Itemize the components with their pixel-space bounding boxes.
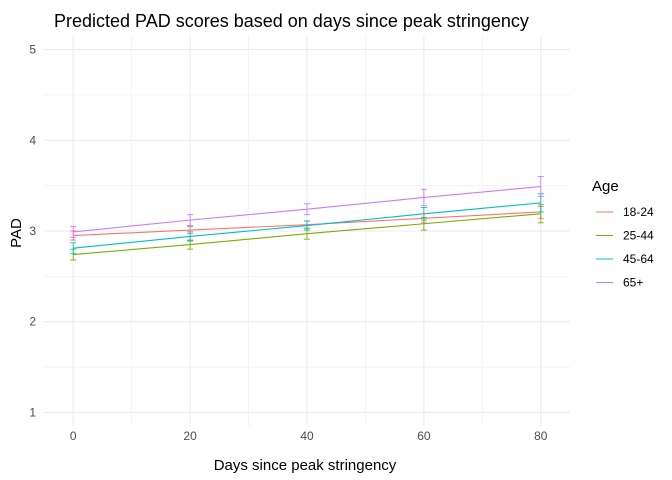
error-bar-65+ [304, 203, 310, 216]
legend-label-65+: 65+ [623, 276, 643, 290]
error-bar-65+ [420, 188, 427, 207]
legend: Age 18-24 25-44 45-64 65+ [592, 178, 654, 290]
legend-item-18-24: 18-24 [596, 205, 654, 219]
error-bar-65+ [537, 176, 544, 197]
y-tick-label: 1 [29, 405, 36, 419]
y-tick-label: 3 [29, 224, 36, 238]
x-tick-label: 0 [70, 429, 77, 443]
error-bar-45-64 [70, 242, 77, 255]
legend-label-45-64: 45-64 [623, 252, 654, 266]
y-tick-label: 5 [29, 43, 36, 57]
error-bar-45-64 [304, 220, 310, 231]
legend-title: Age [592, 178, 619, 195]
legend-item-45-64: 45-64 [596, 252, 654, 266]
chart-title: Predicted PAD scores based on days since… [54, 11, 529, 31]
legend-item-65+: 65+ [596, 276, 643, 290]
legend-item-25-44: 25-44 [596, 229, 654, 243]
series-errorbars [70, 176, 544, 261]
x-tick-label: 60 [417, 429, 431, 443]
y-tick-label: 2 [29, 315, 36, 329]
x-tick-label: 80 [534, 429, 548, 443]
x-axis-title: Days since peak stringency [214, 457, 397, 474]
legend-label-18-24: 18-24 [623, 205, 654, 219]
plot-area [44, 36, 570, 426]
error-bar-45-64 [420, 206, 427, 221]
x-tick-label: 40 [300, 429, 314, 443]
legend-items: 18-24 25-44 45-64 65+ [596, 205, 654, 290]
x-tick-label: 20 [183, 429, 197, 443]
error-bar-45-64 [187, 231, 194, 242]
y-axis-title: PAD [8, 218, 25, 248]
x-axis-tick-labels: 0 20 40 60 80 [70, 429, 548, 443]
error-bar-65+ [70, 226, 77, 238]
y-axis-tick-labels: 1 2 3 4 5 [29, 43, 36, 420]
legend-label-25-44: 25-44 [623, 229, 654, 243]
error-bar-65+ [187, 214, 194, 227]
y-tick-label: 4 [29, 133, 36, 147]
